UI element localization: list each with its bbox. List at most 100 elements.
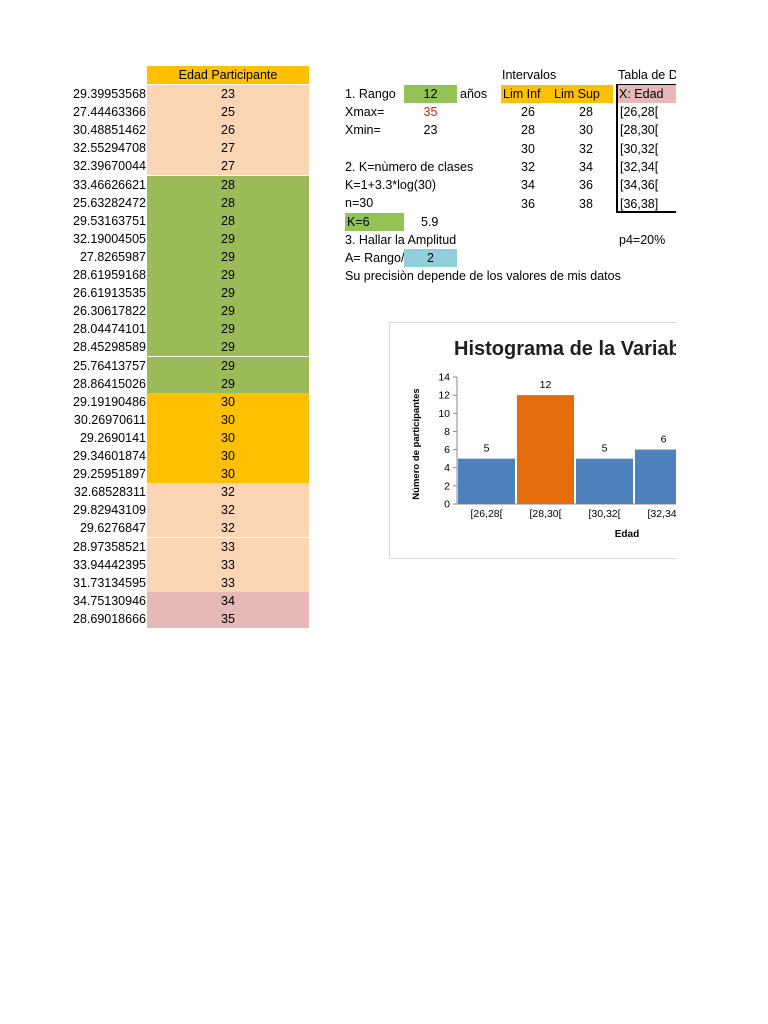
lim-sup-cell[interactable]: 38 xyxy=(579,196,593,211)
age-cell[interactable]: 29 xyxy=(147,320,309,339)
raw-value-cell[interactable]: 29.6276847 xyxy=(79,521,146,536)
age-cell[interactable]: 28 xyxy=(147,175,309,194)
lim-sup-cell[interactable]: 34 xyxy=(579,159,593,174)
raw-value-cell[interactable]: 28.69018666 xyxy=(73,611,146,626)
age-cell[interactable]: 27 xyxy=(147,139,309,158)
xmax-value[interactable]: 35 xyxy=(423,105,438,119)
age-cell[interactable]: 29 xyxy=(147,229,309,248)
age-cell[interactable]: 28 xyxy=(147,193,309,212)
raw-value-cell[interactable]: 28.04474101 xyxy=(73,322,146,337)
age-cell[interactable]: 29 xyxy=(147,356,309,375)
age-cell[interactable]: 29 xyxy=(147,247,309,266)
lim-inf-cell[interactable]: 28 xyxy=(521,123,535,138)
lim-inf-cell[interactable]: 34 xyxy=(521,178,535,193)
raw-value-cell[interactable]: 29.82943109 xyxy=(73,503,146,518)
amplitud-value[interactable]: 2 xyxy=(404,249,457,267)
raw-value-cell[interactable]: 33.94442395 xyxy=(73,557,146,572)
age-cell[interactable]: 29 xyxy=(147,302,309,321)
age-cell[interactable]: 30 xyxy=(147,392,309,411)
freq-table-header[interactable]: X: Edad xyxy=(616,85,676,103)
lim-inf-header[interactable]: Lim Inf xyxy=(501,85,551,103)
raw-value-cell[interactable]: 29.2690141 xyxy=(79,430,146,445)
y-tick-label: 2 xyxy=(444,480,450,492)
histogram-bar[interactable] xyxy=(635,449,676,504)
raw-value-cell[interactable]: 25.76413757 xyxy=(73,358,146,373)
raw-value-cell[interactable]: 28.61959168 xyxy=(73,268,146,282)
age-cell[interactable]: 26 xyxy=(147,121,309,140)
raw-value-cell[interactable]: 26.61913535 xyxy=(73,286,146,301)
freq-interval-cell[interactable]: [28,30[ xyxy=(620,123,659,138)
n-label: n=30 xyxy=(345,196,374,210)
age-cell[interactable]: 32 xyxy=(147,501,309,520)
lim-inf-cell[interactable]: 26 xyxy=(521,105,535,119)
raw-value-cell[interactable]: 33.46626621 xyxy=(73,177,146,192)
age-cell[interactable]: 35 xyxy=(147,609,309,628)
freq-interval-cell[interactable]: [26,28[ xyxy=(620,105,659,119)
raw-value-cell[interactable]: 32.55294708 xyxy=(73,141,146,156)
raw-value-cell[interactable]: 32.68528311 xyxy=(73,485,146,500)
raw-value-cell[interactable]: 29.53163751 xyxy=(73,213,146,228)
raw-value-cell[interactable]: 29.34601874 xyxy=(73,449,146,463)
freq-interval-cell[interactable]: [34,36[ xyxy=(620,178,659,193)
histogram-bar[interactable] xyxy=(576,458,633,504)
raw-value-cell[interactable]: 29.25951897 xyxy=(73,467,146,482)
lim-sup-cell[interactable]: 28 xyxy=(579,105,593,119)
age-cell[interactable]: 32 xyxy=(147,519,309,538)
age-cell[interactable]: 33 xyxy=(147,573,309,592)
lim-sup-cell[interactable]: 36 xyxy=(579,178,593,193)
x-tick-label: [32,34[ xyxy=(647,508,676,520)
raw-value-cell[interactable]: 29.19190486 xyxy=(73,394,146,409)
raw-value-cell[interactable]: 29.39953568 xyxy=(73,87,146,101)
lim-inf-cell[interactable]: 36 xyxy=(521,196,535,211)
raw-value-cell[interactable]: 27.8265987 xyxy=(79,249,146,264)
x-axis-label: Edad xyxy=(615,529,639,540)
raw-value-cell[interactable]: 30.26970611 xyxy=(73,412,146,427)
column-header-edad[interactable]: Edad Participante xyxy=(147,66,309,84)
lim-sup-header[interactable]: Lim Sup xyxy=(551,85,613,103)
lim-sup-cell[interactable]: 32 xyxy=(579,141,593,156)
age-cell[interactable]: 29 xyxy=(147,266,309,284)
raw-value-cell[interactable]: 32.39670044 xyxy=(73,159,146,174)
raw-value-cell[interactable]: 30.48851462 xyxy=(73,123,146,138)
age-cell[interactable]: 29 xyxy=(147,284,309,303)
freq-interval-cell[interactable]: [32,34[ xyxy=(620,159,659,174)
freq-interval-cell[interactable]: [36,38] xyxy=(620,196,659,211)
age-cell[interactable]: 33 xyxy=(147,537,309,556)
raw-value-cell[interactable]: 28.45298589 xyxy=(73,340,146,355)
raw-value-cell[interactable]: 28.86415026 xyxy=(73,376,146,391)
age-cell[interactable]: 29 xyxy=(147,338,309,357)
table-border-top xyxy=(616,84,676,85)
raw-value-cell[interactable]: 34.75130946 xyxy=(73,593,146,608)
histogram-chart[interactable]: Histograma de la Variable Edad 0 2 4 6 8 10 12… xyxy=(389,322,676,559)
bar-data-label: 12 xyxy=(540,379,552,391)
histogram-bar[interactable] xyxy=(458,458,515,504)
age-cell[interactable]: 27 xyxy=(147,157,309,176)
x-tick-label: [28,30[ xyxy=(529,508,561,520)
age-cell[interactable]: 30 xyxy=(147,410,309,429)
age-cell[interactable]: 28 xyxy=(147,211,309,230)
raw-value-cell[interactable]: 27.44463366 xyxy=(73,105,146,120)
rango-value[interactable]: 12 xyxy=(404,85,457,103)
k-value[interactable]: K=6 xyxy=(345,213,404,231)
raw-value-cell[interactable]: 32.19004505 xyxy=(73,231,146,246)
age-cell[interactable]: 23 xyxy=(147,85,309,103)
raw-value-cell[interactable]: 26.30617822 xyxy=(73,304,146,319)
age-cell[interactable]: 33 xyxy=(147,555,309,574)
age-cell[interactable]: 34 xyxy=(147,591,309,610)
freq-interval-cell[interactable]: [30,32[ xyxy=(620,141,659,156)
age-cell[interactable]: 30 xyxy=(147,447,309,465)
age-cell[interactable]: 29 xyxy=(147,374,309,393)
raw-value-cell[interactable]: 31.73134595 xyxy=(73,575,146,590)
xmin-value[interactable]: 23 xyxy=(423,123,438,137)
age-cell[interactable]: 25 xyxy=(147,103,309,122)
lim-inf-cell[interactable]: 30 xyxy=(521,141,535,156)
histogram-bar[interactable] xyxy=(517,395,574,504)
age-cell[interactable]: 30 xyxy=(147,428,309,447)
lim-sup-cell[interactable]: 30 xyxy=(579,123,593,138)
raw-value-cell[interactable]: 25.63282472 xyxy=(73,195,146,210)
age-cell[interactable]: 30 xyxy=(147,465,309,484)
age-cell[interactable]: 32 xyxy=(147,483,309,502)
y-axis-label: Número de participantes xyxy=(411,388,422,499)
lim-inf-cell[interactable]: 32 xyxy=(521,159,535,174)
raw-value-cell[interactable]: 28.97358521 xyxy=(73,539,146,554)
